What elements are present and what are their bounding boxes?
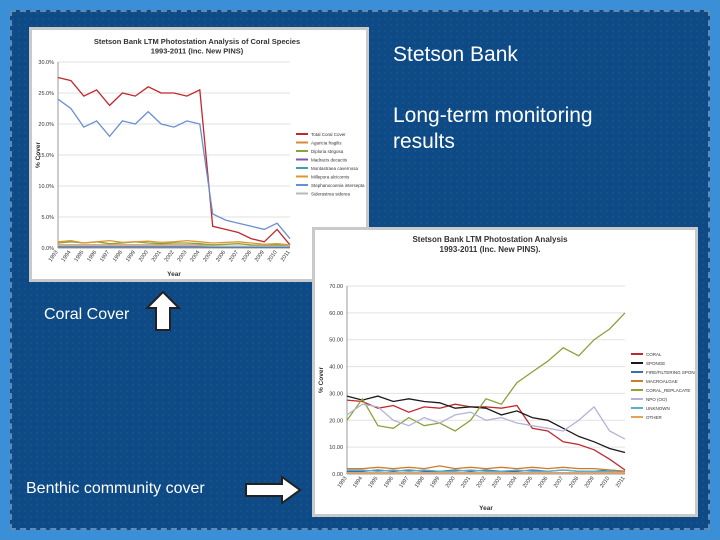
legend-entry: Siderastrea siderea — [311, 192, 351, 197]
legend-entry: Agaricia fragilis — [311, 141, 342, 146]
legend-entry: MACROALGAE — [646, 379, 678, 384]
x-tick-label: 2011 — [615, 476, 627, 489]
chart-title: Stetson Bank LTM Photostation Analysis o… — [94, 37, 300, 46]
x-tick-label: 2005 — [202, 250, 214, 263]
legend-entry: UNKNOWN — [646, 406, 670, 411]
x-tick-label: 2009 — [584, 476, 596, 489]
x-tick-label: 2008 — [241, 250, 253, 263]
right-arrow-icon — [245, 475, 302, 505]
x-tick-label: 1993 — [48, 250, 60, 263]
y-tick-label: 50.00 — [329, 338, 343, 344]
x-tick-label: 2004 — [189, 250, 201, 263]
x-tick-label: 1996 — [383, 476, 395, 489]
y-tick-label: 10.00 — [329, 445, 343, 451]
x-tick-label: 2002 — [476, 476, 488, 489]
x-tick-label: 2007 — [228, 250, 240, 263]
slide-subheading-line2: results — [393, 130, 455, 153]
x-tick-label: 2000 — [138, 250, 150, 263]
x-tick-label: 2006 — [537, 476, 549, 489]
legend-entry: Diploria strigosa — [311, 149, 344, 154]
y-tick-label: 60.00 — [329, 311, 343, 317]
chart-subtitle: 1993-2011 (Inc. New PINS). — [440, 245, 541, 254]
x-tick-label: 2005 — [522, 476, 534, 489]
legend-entry: FIRE/FILTERING SPONGE — [646, 370, 695, 375]
y-tick-label: 10.0% — [38, 184, 54, 190]
y-tick-label: 30.0% — [38, 60, 54, 66]
legend-entry: SPONGE — [646, 361, 665, 366]
x-tick-label: 1995 — [368, 476, 380, 489]
y-tick-label: 40.00 — [329, 365, 343, 371]
legend-entry: OTHER — [646, 415, 663, 420]
y-tick-label: 15.0% — [38, 153, 54, 159]
series-line — [347, 465, 626, 472]
x-tick-label: 2006 — [215, 250, 227, 263]
y-tick-label: 20.0% — [38, 122, 54, 128]
x-tick-label: 1994 — [352, 476, 364, 489]
x-tick-label: 1998 — [414, 476, 426, 489]
benthic-community-chart-svg: Stetson Bank LTM Photostation Analysis19… — [318, 235, 695, 512]
x-tick-label: 2004 — [507, 476, 519, 489]
benthic-cover-label: Benthic community cover — [26, 480, 205, 497]
slide-heading: Stetson Bank — [393, 43, 518, 66]
x-tick-label: 1994 — [61, 250, 73, 263]
series-line — [346, 395, 626, 454]
y-tick-label: 5.0% — [41, 215, 54, 221]
x-tick-label: 2010 — [267, 250, 279, 263]
series-line — [58, 244, 290, 247]
x-tick-label: 1997 — [398, 476, 410, 489]
x-tick-label: 2011 — [280, 250, 292, 263]
legend-entry: Millepora alcicornis — [311, 175, 350, 180]
x-tick-label: 2001 — [460, 476, 472, 489]
legend-entry: Total Coral Cover — [311, 132, 346, 137]
x-tick-label: 2009 — [254, 250, 266, 263]
x-axis-label: Year — [167, 271, 181, 278]
y-tick-label: 0.0% — [41, 246, 54, 252]
series-line — [346, 312, 626, 432]
x-tick-label: 2003 — [491, 476, 503, 489]
x-tick-label: 1997 — [99, 250, 111, 263]
chart-subtitle: 1993-2011 (Inc. New PINS) — [151, 47, 244, 56]
y-tick-label: 30.00 — [329, 391, 343, 397]
y-tick-label: 70.00 — [329, 284, 343, 290]
x-tick-label: 2002 — [164, 250, 176, 263]
x-tick-label: 2010 — [599, 476, 611, 489]
series-line — [57, 76, 291, 246]
x-tick-label: 1999 — [125, 250, 137, 263]
series-line — [57, 98, 291, 240]
x-tick-label: 1995 — [73, 250, 85, 263]
x-tick-label: 1996 — [86, 250, 98, 263]
coral-species-chart-svg: Stetson Bank LTM Photostation Analysis o… — [35, 37, 365, 278]
legend-entry: Stephanocoenia intersepta — [311, 183, 365, 188]
x-axis-label: Year — [479, 505, 493, 512]
x-tick-label: 1998 — [112, 250, 124, 263]
y-axis-label: % Cover — [35, 142, 42, 168]
coral-cover-label: Coral Cover — [44, 306, 130, 323]
series-line — [347, 469, 626, 474]
y-tick-label: 0.00 — [332, 472, 343, 478]
slide-subheading-line1: Long-term monitoring — [393, 104, 593, 127]
series-line — [57, 239, 291, 246]
legend-entry: NPO (OO) — [646, 397, 668, 402]
x-tick-label: 2003 — [177, 250, 189, 263]
legend-entry: CORAL — [646, 352, 662, 357]
y-tick-label: 20.00 — [329, 418, 343, 424]
series-line — [346, 403, 626, 440]
chart-title: Stetson Bank LTM Photostation Analysis — [412, 235, 568, 244]
legend-entry: Madracis decactis — [311, 158, 348, 163]
x-tick-label: 2007 — [553, 476, 565, 489]
x-tick-label: 2008 — [568, 476, 580, 489]
y-tick-label: 25.0% — [38, 91, 54, 97]
legend-entry: Montastraea cavernosa — [311, 166, 359, 171]
legend-entry: CORAL_REPLACATE — [646, 388, 690, 393]
x-tick-label: 2000 — [445, 476, 457, 489]
x-tick-label: 1999 — [429, 476, 441, 489]
x-tick-label: 1993 — [337, 476, 349, 489]
x-tick-label: 2001 — [151, 250, 163, 263]
series-line — [346, 399, 626, 471]
y-axis-label: % Cover — [318, 367, 325, 393]
benthic-community-chart: Stetson Bank LTM Photostation Analysis 19… — [312, 227, 698, 517]
up-arrow-icon — [145, 290, 181, 331]
